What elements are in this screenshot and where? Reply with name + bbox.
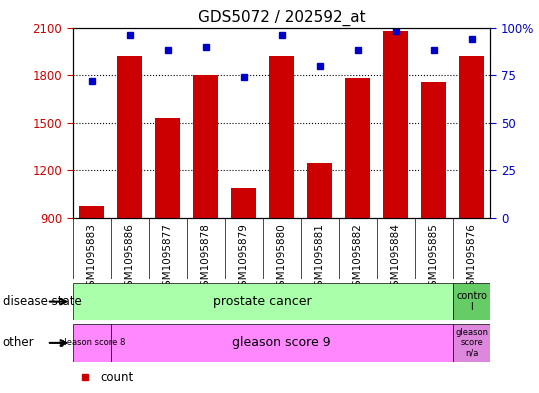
Bar: [73, 324, 110, 362]
Text: GSM1095880: GSM1095880: [277, 223, 287, 293]
Text: count: count: [100, 371, 133, 384]
Text: GSM1095877: GSM1095877: [163, 223, 172, 293]
Bar: [307, 163, 332, 218]
Bar: [345, 78, 370, 218]
Text: GSM1095884: GSM1095884: [391, 223, 400, 293]
Bar: [383, 31, 408, 218]
Text: gleason score 8: gleason score 8: [59, 338, 125, 347]
Bar: [231, 188, 256, 218]
Text: GSM1095881: GSM1095881: [315, 223, 324, 293]
Text: contro
l: contro l: [456, 291, 487, 312]
Text: gleason
score
n/a: gleason score n/a: [455, 328, 488, 358]
Bar: [270, 56, 294, 218]
Bar: [79, 206, 104, 218]
Bar: [453, 324, 490, 362]
Bar: [110, 324, 453, 362]
Title: GDS5072 / 202592_at: GDS5072 / 202592_at: [198, 10, 365, 26]
Text: disease state: disease state: [3, 295, 81, 308]
Text: GSM1095879: GSM1095879: [239, 223, 248, 293]
Text: GSM1095883: GSM1095883: [87, 223, 97, 293]
Text: GSM1095885: GSM1095885: [429, 223, 439, 293]
Text: GSM1095882: GSM1095882: [353, 223, 363, 293]
Bar: [118, 56, 142, 218]
Text: prostate cancer: prostate cancer: [213, 295, 312, 308]
Text: GSM1095886: GSM1095886: [125, 223, 135, 293]
Bar: [459, 56, 484, 218]
Text: gleason score 9: gleason score 9: [232, 336, 331, 349]
Text: other: other: [3, 336, 34, 349]
Text: GSM1095876: GSM1095876: [466, 223, 476, 293]
Bar: [421, 81, 446, 218]
Bar: [194, 75, 218, 218]
Text: GSM1095878: GSM1095878: [201, 223, 211, 293]
Bar: [453, 283, 490, 320]
Bar: [155, 118, 180, 218]
